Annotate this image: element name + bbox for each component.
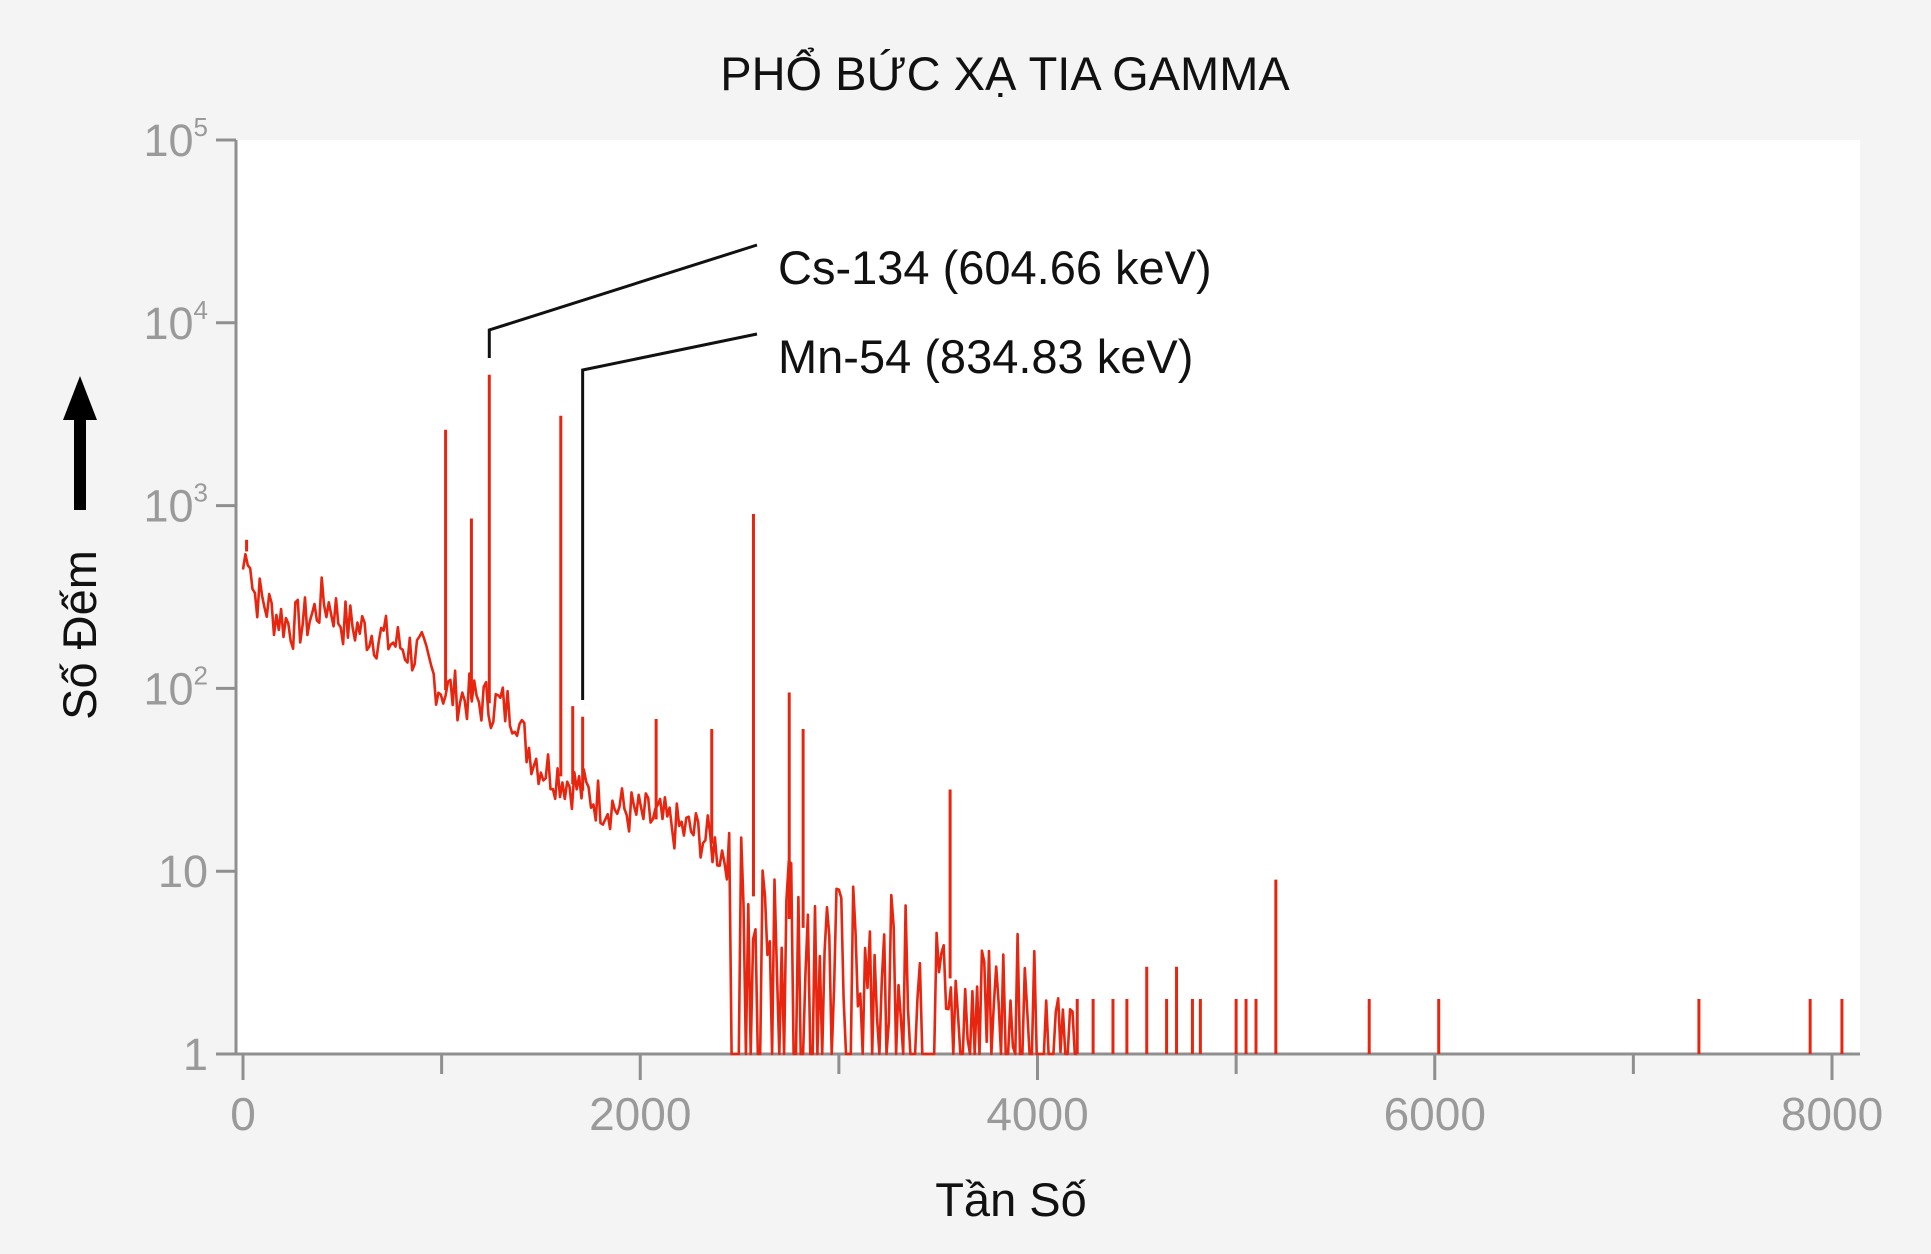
x-tick-label: 6000 xyxy=(1384,1088,1486,1140)
y-axis-title: Số Đếm xyxy=(53,550,106,720)
x-axis-title: Tần Số xyxy=(935,1173,1087,1226)
y-tick-label: 1 xyxy=(183,1029,208,1080)
labels-layer: 1 10 102 103 104 105 0 2000 4000 6000 8000 Tần Số Số… xyxy=(53,112,1883,1226)
y-tick-label: 103 xyxy=(143,478,208,532)
annotation-leader-line xyxy=(581,332,758,700)
annotation-layer: Cs-134 (604.66 keV) Mn-54 (834.83 keV) xyxy=(487,241,1212,700)
annotation-label: Cs-134 (604.66 keV) xyxy=(778,241,1212,294)
plot-panel xyxy=(236,140,1860,1054)
chart-title: PHỔ BỨC XẠ TIA GAMMA xyxy=(720,47,1290,100)
x-tick-label: 0 xyxy=(230,1088,256,1140)
y-tick-label: 10 xyxy=(158,846,208,897)
x-tick-label: 2000 xyxy=(589,1088,691,1140)
spectrum-continuum-line xyxy=(241,552,1078,1056)
x-tick-label: 4000 xyxy=(986,1088,1088,1140)
series-layer xyxy=(241,374,1844,1056)
y-tick-label: 102 xyxy=(143,660,208,714)
y-tick-label: 104 xyxy=(143,295,208,349)
annotation-leader-line xyxy=(487,243,758,358)
x-tick-label: 8000 xyxy=(1781,1088,1883,1140)
y-axis-arrow-head xyxy=(63,376,97,420)
y-tick-label: 105 xyxy=(143,112,208,166)
annotation-label: Mn-54 (834.83 keV) xyxy=(778,330,1193,383)
